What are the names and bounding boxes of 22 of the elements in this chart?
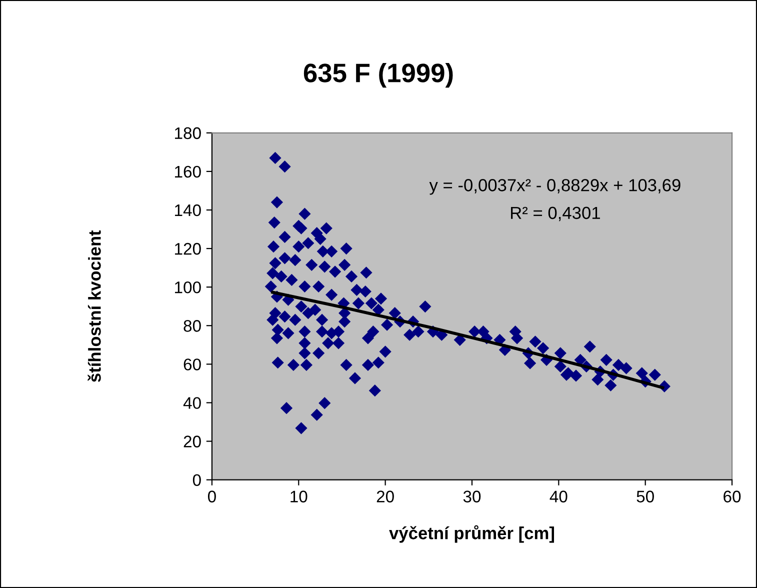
x-tick-label: 60 (724, 490, 741, 502)
y-tick-label: 40 (183, 397, 201, 409)
chart-title: 635 F (1999) (304, 62, 453, 88)
y-tick-label: 160 (175, 166, 201, 178)
y-tick-label: 180 (175, 127, 201, 140)
annotation: y = -0,0037x² - 0,8829x + 103,69 (429, 179, 680, 195)
x-tick-label: 10 (290, 490, 308, 502)
y-tick-label: 80 (184, 320, 201, 332)
x-tick-label: 20 (376, 490, 394, 502)
y-tick-label: 0 (192, 474, 201, 486)
y-tick-label: 100 (175, 281, 201, 294)
x-tick-label: 50 (636, 490, 654, 502)
annotation: R² = 0,4301 (511, 206, 600, 222)
y-tick-label: 20 (184, 436, 201, 448)
x-tick-label: 0 (208, 490, 216, 502)
y-tick-label: 60 (184, 358, 201, 370)
x-tick-label: 40 (550, 490, 568, 502)
x-tick-label: 30 (463, 490, 481, 502)
y-tick-label: 120 (175, 242, 201, 255)
y-axis-title: štíhlostní kvocient (88, 230, 101, 382)
x-axis-title: výčetní průměr [cm] (389, 525, 554, 543)
y-tick-label: 140 (175, 204, 201, 216)
